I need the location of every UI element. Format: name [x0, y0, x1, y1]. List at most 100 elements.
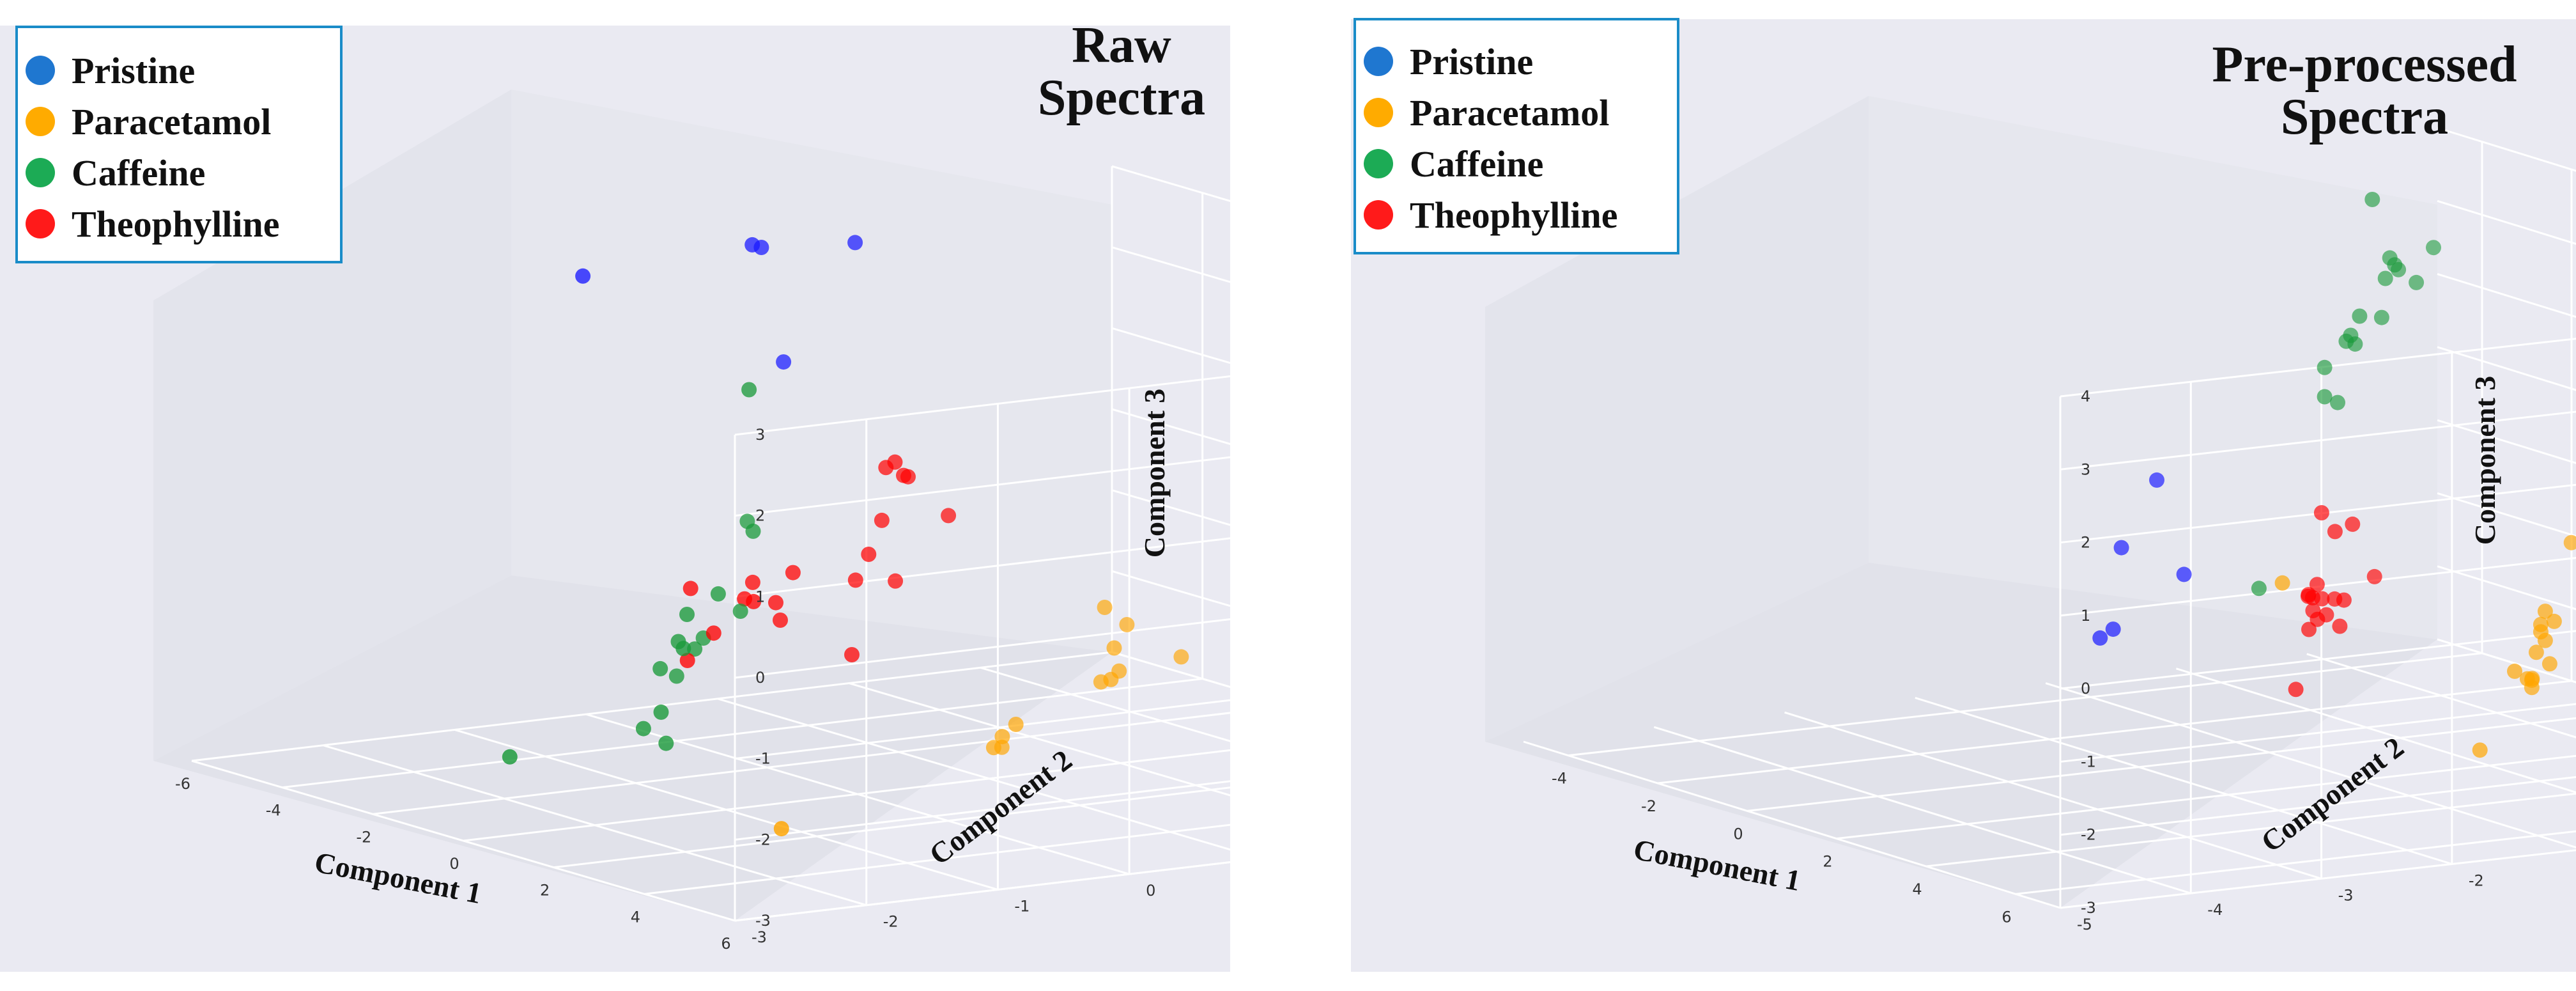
data-point-paracetamol — [1173, 649, 1189, 665]
legend-marker-paracetamol — [1364, 98, 1393, 127]
data-point-theophylline — [2288, 682, 2304, 698]
tick-label: -5 — [2077, 916, 2092, 933]
data-point-theophylline — [2301, 621, 2317, 637]
data-point-caffeine — [502, 749, 518, 765]
tick-label: 2 — [2081, 534, 2090, 552]
grid-line — [2437, 638, 2576, 683]
data-point-theophylline — [900, 469, 916, 485]
tick-label: -1 — [2081, 753, 2096, 770]
data-point-caffeine — [653, 704, 669, 720]
data-point-paracetamol — [773, 821, 789, 837]
legend-item-theophylline: Theophylline — [1356, 189, 1618, 240]
grid-line — [734, 618, 1230, 679]
data-point-caffeine — [2317, 389, 2333, 405]
data-point-pristine — [575, 268, 591, 284]
data-point-theophylline — [2327, 524, 2343, 540]
grid-line — [1111, 246, 1230, 283]
grid-line — [1915, 696, 2453, 865]
data-point-paracetamol — [1008, 717, 1024, 732]
grid-line — [2060, 483, 2576, 544]
legend-label: Theophylline — [1410, 194, 1618, 236]
data-point-caffeine — [652, 660, 668, 676]
data-point-theophylline — [785, 565, 801, 581]
data-point-pristine — [2176, 566, 2192, 582]
data-point-paracetamol — [2537, 632, 2553, 648]
tick-label: -4 — [266, 802, 281, 820]
data-point-caffeine — [2426, 240, 2441, 256]
data-point-caffeine — [668, 668, 684, 684]
grid-line — [2437, 199, 2576, 246]
tick-label: 0 — [449, 855, 459, 873]
data-point-paracetamol — [2274, 575, 2290, 591]
tick-label: 2 — [755, 507, 765, 525]
tick-label: -3 — [2081, 899, 2096, 917]
tick-label: -4 — [1552, 770, 1567, 788]
grid-line — [553, 786, 1230, 869]
data-point-paracetamol — [2563, 535, 2576, 550]
grid-line — [1657, 680, 2572, 784]
data-point-caffeine — [635, 721, 651, 737]
grid-line — [1836, 754, 2576, 840]
data-point-theophylline — [2345, 516, 2361, 532]
data-point-pristine — [847, 235, 863, 251]
grid-line — [1784, 711, 2322, 880]
legend-item-paracetamol: Paracetamol — [1356, 87, 1609, 138]
chart-title-line-1: Raw — [1072, 17, 1171, 74]
data-point-paracetamol — [2541, 656, 2557, 672]
tick-label: 3 — [755, 426, 765, 444]
data-point-paracetamol — [2524, 671, 2540, 687]
data-point-caffeine — [2352, 308, 2368, 324]
chart-title-line-1: Pre-processed — [2212, 36, 2517, 93]
grid-line — [2437, 492, 2576, 538]
grid-line — [1747, 717, 2576, 812]
data-point-pristine — [2105, 621, 2121, 637]
legend-marker-paracetamol — [26, 107, 55, 136]
grid-line — [1653, 726, 2191, 894]
legend-marker-caffeine — [1364, 149, 1393, 178]
grid-line — [2060, 338, 2576, 398]
data-point-caffeine — [2409, 274, 2425, 290]
grid-line — [1925, 792, 2576, 868]
data-point-paracetamol — [1097, 600, 1113, 615]
grid-line — [2437, 565, 2576, 611]
grid-line — [849, 682, 1230, 797]
legend-item-pristine: Pristine — [1356, 36, 1533, 87]
z-axis-label: Component 3 — [1138, 389, 1171, 558]
data-point-caffeine — [2317, 359, 2333, 375]
grid-line — [1111, 408, 1230, 445]
grid-line — [2306, 653, 2576, 738]
grid-line — [980, 666, 1230, 742]
tick-label: -1 — [755, 750, 771, 768]
data-point-paracetamol — [2537, 604, 2553, 620]
legend-label: Paracetamol — [1410, 91, 1610, 134]
tick-label: -2 — [2081, 826, 2096, 844]
grid-line — [1111, 651, 1230, 688]
legend-item-caffeine: Caffeine — [1356, 138, 1543, 189]
grid-line — [454, 728, 998, 891]
chart-title-preprocessed: Pre-processed Spectra — [2166, 38, 2563, 143]
data-point-theophylline — [887, 454, 903, 470]
tick-label: 4 — [631, 908, 640, 926]
tick-label: 0 — [2081, 680, 2090, 698]
data-point-caffeine — [2387, 257, 2403, 273]
grid-line — [2060, 776, 2576, 836]
tick-label: -4 — [2207, 901, 2223, 919]
legend-preprocessed: Pristine Paracetamol Caffeine Theophylli… — [1354, 18, 1679, 254]
grid-line — [2060, 703, 2576, 763]
grid-line — [734, 861, 1230, 922]
grid-line — [1111, 327, 1230, 364]
data-point-caffeine — [679, 607, 695, 622]
pane-back-right — [511, 90, 1112, 652]
data-point-theophylline — [941, 508, 957, 524]
tick-label: 2 — [540, 882, 550, 900]
tick-label: -2 — [755, 831, 771, 848]
tick-label: -3 — [755, 912, 771, 930]
tick-label: -6 — [175, 775, 190, 793]
tick-label: 1 — [755, 588, 765, 605]
data-point-paracetamol — [2507, 663, 2522, 679]
grid-line — [1568, 652, 2483, 757]
pane-back-left — [1485, 96, 1869, 742]
grid-line — [2175, 667, 2576, 793]
data-point-theophylline — [706, 625, 721, 641]
